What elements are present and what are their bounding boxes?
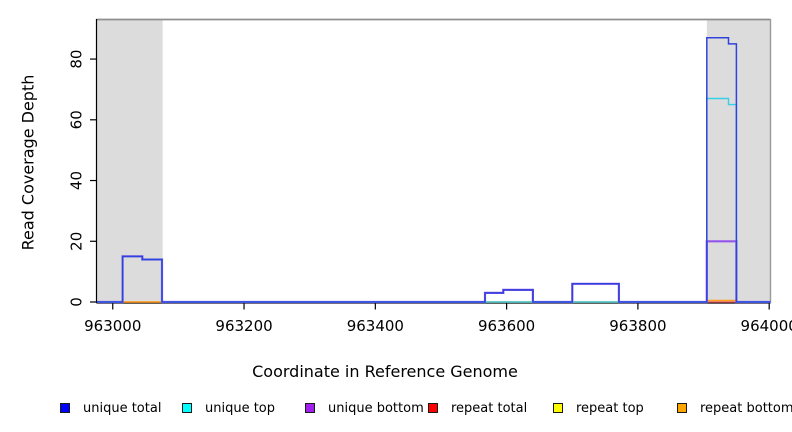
legend-label: repeat top [576,401,644,416]
x-axis-tick-label: 963600 [478,317,535,335]
legend: unique total unique top unique bottom repea… [0,398,792,424]
legend-swatch-icon [60,403,70,413]
x-axis-title: Coordinate in Reference Genome [252,362,518,381]
series-line-unique-top [97,97,771,303]
legend-label: repeat bottom [700,401,792,416]
legend-label: unique top [205,401,276,416]
legend-swatch-icon [553,403,563,413]
y-axis-tick-label: 60 [68,110,86,129]
legend-label: repeat total [451,401,528,416]
legend-label: unique total [83,401,162,416]
legend-swatch-icon [677,403,687,413]
legend-swatch-icon [428,403,438,413]
x-axis-tick-label: 963800 [609,317,666,335]
legend-swatch-icon [305,403,315,413]
shaded-region-1 [706,20,771,303]
x-axis-tick-label: 963200 [215,317,272,335]
series-line-unique-bottom [97,240,771,304]
y-axis-tick-label: 80 [68,50,86,69]
y-axis-title: Read Coverage Depth [18,74,38,251]
y-axis-tick-label: 0 [68,297,86,307]
legend-label: unique bottom [328,401,424,416]
x-axis-tick-label: 963400 [347,317,404,335]
x-axis-tick-label: 963000 [84,317,141,335]
legend-swatch-icon [182,403,192,413]
series-line-unique-total [97,37,771,303]
y-axis-tick-label: 20 [68,232,86,251]
y-axis-tick-label: 40 [68,171,86,190]
